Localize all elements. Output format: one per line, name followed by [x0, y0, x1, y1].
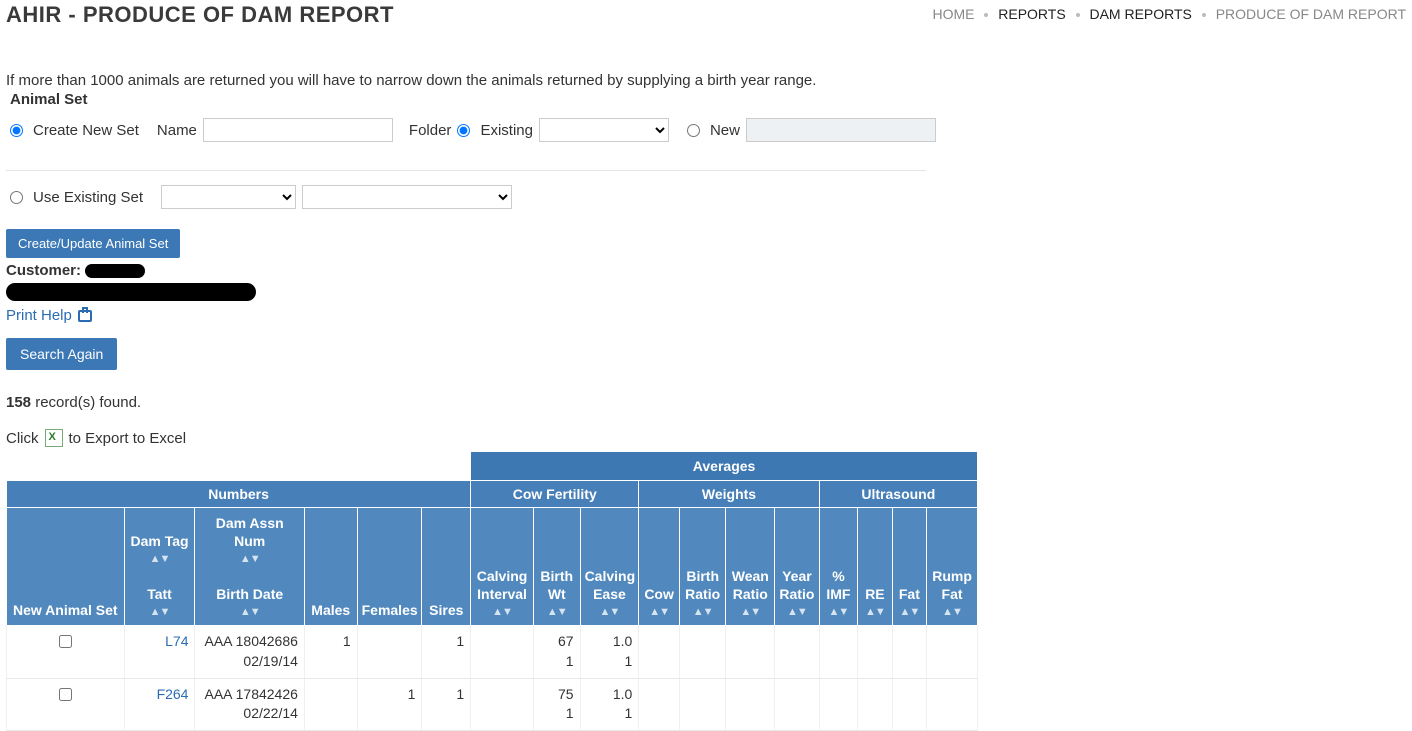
group-ultrasound: Ultrasound	[819, 481, 977, 508]
table-cell	[858, 678, 892, 730]
table-row: L74AAA 1804268602/19/14116711.01	[7, 626, 978, 678]
table-cell	[471, 626, 534, 678]
new-folder-radio[interactable]	[687, 124, 700, 137]
use-existing-set-label: Use Existing Set	[33, 189, 143, 206]
column-header: Females	[357, 508, 422, 626]
table-cell	[7, 626, 125, 678]
table-row: F264AAA 1784242602/22/14 11 7511.01	[7, 678, 978, 730]
table-cell	[726, 678, 775, 730]
table-cell	[892, 626, 926, 678]
name-input[interactable]	[203, 118, 393, 142]
create-new-set-radio[interactable]	[10, 124, 23, 137]
table-cell	[927, 626, 978, 678]
column-header[interactable]: RE▲▼	[858, 508, 892, 626]
table-cell	[7, 678, 125, 730]
new-folder-label: New	[710, 122, 740, 139]
table-cell: 1.01	[580, 626, 639, 678]
table-cell: 1	[357, 678, 422, 730]
table-cell: 1	[304, 626, 357, 678]
column-header[interactable]: Fat▲▼	[892, 508, 926, 626]
column-header: New Animal Set	[7, 508, 125, 626]
table-cell	[892, 678, 926, 730]
column-header[interactable]: CalvingInterval▲▼	[471, 508, 534, 626]
print-help-link[interactable]: Print Help	[6, 307, 92, 324]
dam-tag-link[interactable]: L74	[124, 626, 195, 678]
dam-tag-link[interactable]: F264	[124, 678, 195, 730]
column-header: Males	[304, 508, 357, 626]
use-existing-set-radio[interactable]	[10, 191, 23, 204]
table-cell	[726, 626, 775, 678]
row-checkbox[interactable]	[59, 635, 72, 648]
customer-label: Customer:	[6, 262, 81, 279]
table-cell: AAA 1784242602/22/14	[195, 678, 304, 730]
name-label: Name	[157, 122, 197, 139]
table-cell	[679, 626, 726, 678]
table-cell	[639, 626, 680, 678]
search-again-button[interactable]: Search Again	[6, 338, 117, 370]
averages-header: Averages	[471, 452, 978, 481]
table-cell: 751	[533, 678, 580, 730]
column-header[interactable]: BirthWt▲▼	[533, 508, 580, 626]
table-cell: AAA 1804268602/19/14	[195, 626, 304, 678]
records-found: 158 record(s) found.	[6, 394, 1406, 411]
existing-folder-select[interactable]	[539, 118, 669, 142]
breadcrumb: HOME REPORTS DAM REPORTS PRODUCE OF DAM …	[932, 2, 1406, 22]
table-cell	[679, 678, 726, 730]
table-cell	[471, 678, 534, 730]
export-prefix: Click	[6, 430, 39, 447]
existing-set-select-1[interactable]	[161, 185, 296, 209]
breadcrumb-home[interactable]: HOME	[932, 6, 974, 22]
create-update-animal-set-button[interactable]: Create/Update Animal Set	[6, 229, 180, 258]
column-header[interactable]: RumpFat▲▼	[927, 508, 978, 626]
existing-folder-label: Existing	[480, 122, 533, 139]
table-cell	[819, 678, 858, 730]
page-title: AHIR - PRODUCE OF DAM REPORT	[6, 2, 394, 28]
group-weights: Weights	[639, 481, 819, 508]
table-cell: 1.01	[580, 678, 639, 730]
folder-label: Folder	[409, 122, 452, 139]
table-cell	[639, 678, 680, 730]
customer-id-redacted	[85, 264, 145, 278]
records-count: 158	[6, 394, 31, 411]
results-table: Averages Numbers Cow Fertility Weights U…	[6, 451, 978, 731]
group-cow-fertility: Cow Fertility	[471, 481, 639, 508]
excel-icon[interactable]	[45, 429, 63, 447]
column-header: Sires	[422, 508, 471, 626]
print-icon	[78, 310, 92, 322]
info-text: If more than 1000 animals are returned y…	[6, 72, 1406, 89]
table-cell	[304, 678, 357, 730]
row-checkbox[interactable]	[59, 688, 72, 701]
column-header[interactable]: %IMF▲▼	[819, 508, 858, 626]
records-suffix: record(s) found.	[31, 394, 141, 411]
column-header[interactable]: Cow▲▼	[639, 508, 680, 626]
breadcrumb-reports[interactable]: REPORTS	[998, 6, 1065, 22]
customer-name-redacted	[6, 283, 256, 301]
column-header[interactable]: CalvingEase▲▼	[580, 508, 639, 626]
animal-set-legend: Animal Set	[10, 91, 1406, 108]
column-header[interactable]: BirthRatio▲▼	[679, 508, 726, 626]
create-new-set-label: Create New Set	[33, 122, 139, 139]
column-header[interactable]: YearRatio▲▼	[775, 508, 820, 626]
breadcrumb-dam-reports[interactable]: DAM REPORTS	[1089, 6, 1191, 22]
column-header[interactable]: WeanRatio▲▼	[726, 508, 775, 626]
table-cell	[819, 626, 858, 678]
table-cell	[775, 678, 820, 730]
group-numbers: Numbers	[7, 481, 471, 508]
column-header[interactable]: Dam AssnNum▲▼Birth Date▲▼	[195, 508, 304, 626]
export-suffix: to Export to Excel	[69, 430, 187, 447]
table-cell: 1	[422, 626, 471, 678]
print-help-label: Print Help	[6, 307, 72, 324]
separator	[6, 170, 926, 171]
existing-set-select-2[interactable]	[302, 185, 512, 209]
table-cell	[927, 678, 978, 730]
table-cell: 1	[422, 678, 471, 730]
table-cell	[775, 626, 820, 678]
column-header[interactable]: Dam Tag▲▼Tatt▲▼	[124, 508, 195, 626]
table-cell	[858, 626, 892, 678]
new-folder-input[interactable]	[746, 118, 936, 142]
breadcrumb-current: PRODUCE OF DAM REPORT	[1216, 6, 1406, 22]
table-cell	[357, 626, 422, 678]
table-cell: 671	[533, 626, 580, 678]
existing-folder-radio[interactable]	[457, 124, 470, 137]
